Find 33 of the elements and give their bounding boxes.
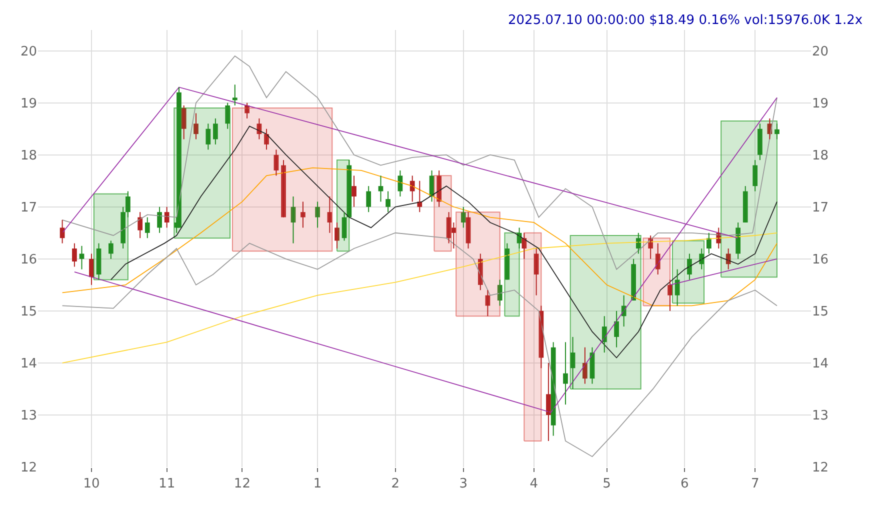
y-tick-label: 18 <box>20 148 37 164</box>
x-tick-label: 1 <box>313 476 322 492</box>
x-tick-label: 12 <box>234 476 250 492</box>
y-tick-label: 16 <box>20 252 37 268</box>
y2-tick-label: 20 <box>812 44 829 60</box>
y2-tick-label: 16 <box>812 252 829 268</box>
line-series <box>62 56 778 270</box>
x-tick-label: 4 <box>530 476 538 492</box>
x-tick-label: 6 <box>680 476 689 492</box>
y2-tick-label: 12 <box>812 460 829 476</box>
y2-tick-label: 19 <box>812 96 829 112</box>
y-tick-label: 12 <box>20 460 37 476</box>
y-tick-label: 13 <box>20 408 37 424</box>
x-tick-label: 2 <box>391 476 400 492</box>
x-tick-label: 7 <box>750 476 760 492</box>
chart-title: 2025.07.10 00:00:00 $18.49 0.16% vol:15976.0K 1.2x <box>508 13 863 28</box>
y2-tick-label: 15 <box>812 304 829 320</box>
y2-tick-label: 13 <box>812 408 829 424</box>
y-tick-label: 17 <box>20 200 37 216</box>
y2-tick-label: 17 <box>812 200 829 216</box>
y2-tick-label: 14 <box>812 356 829 372</box>
x-tick-label: 3 <box>459 476 468 492</box>
x-tick-label: 5 <box>602 476 611 492</box>
line-series <box>62 232 778 364</box>
line-series <box>62 167 778 306</box>
y2-tick-label: 18 <box>812 148 829 164</box>
y-tick-label: 19 <box>20 96 37 112</box>
y-tick-label: 14 <box>20 356 37 372</box>
y-tick-label: 15 <box>20 304 37 320</box>
x-tick-label: 10 <box>83 476 100 492</box>
x-tick-label: 11 <box>158 476 176 492</box>
line-series <box>110 126 778 358</box>
y-tick-label: 20 <box>20 44 37 60</box>
